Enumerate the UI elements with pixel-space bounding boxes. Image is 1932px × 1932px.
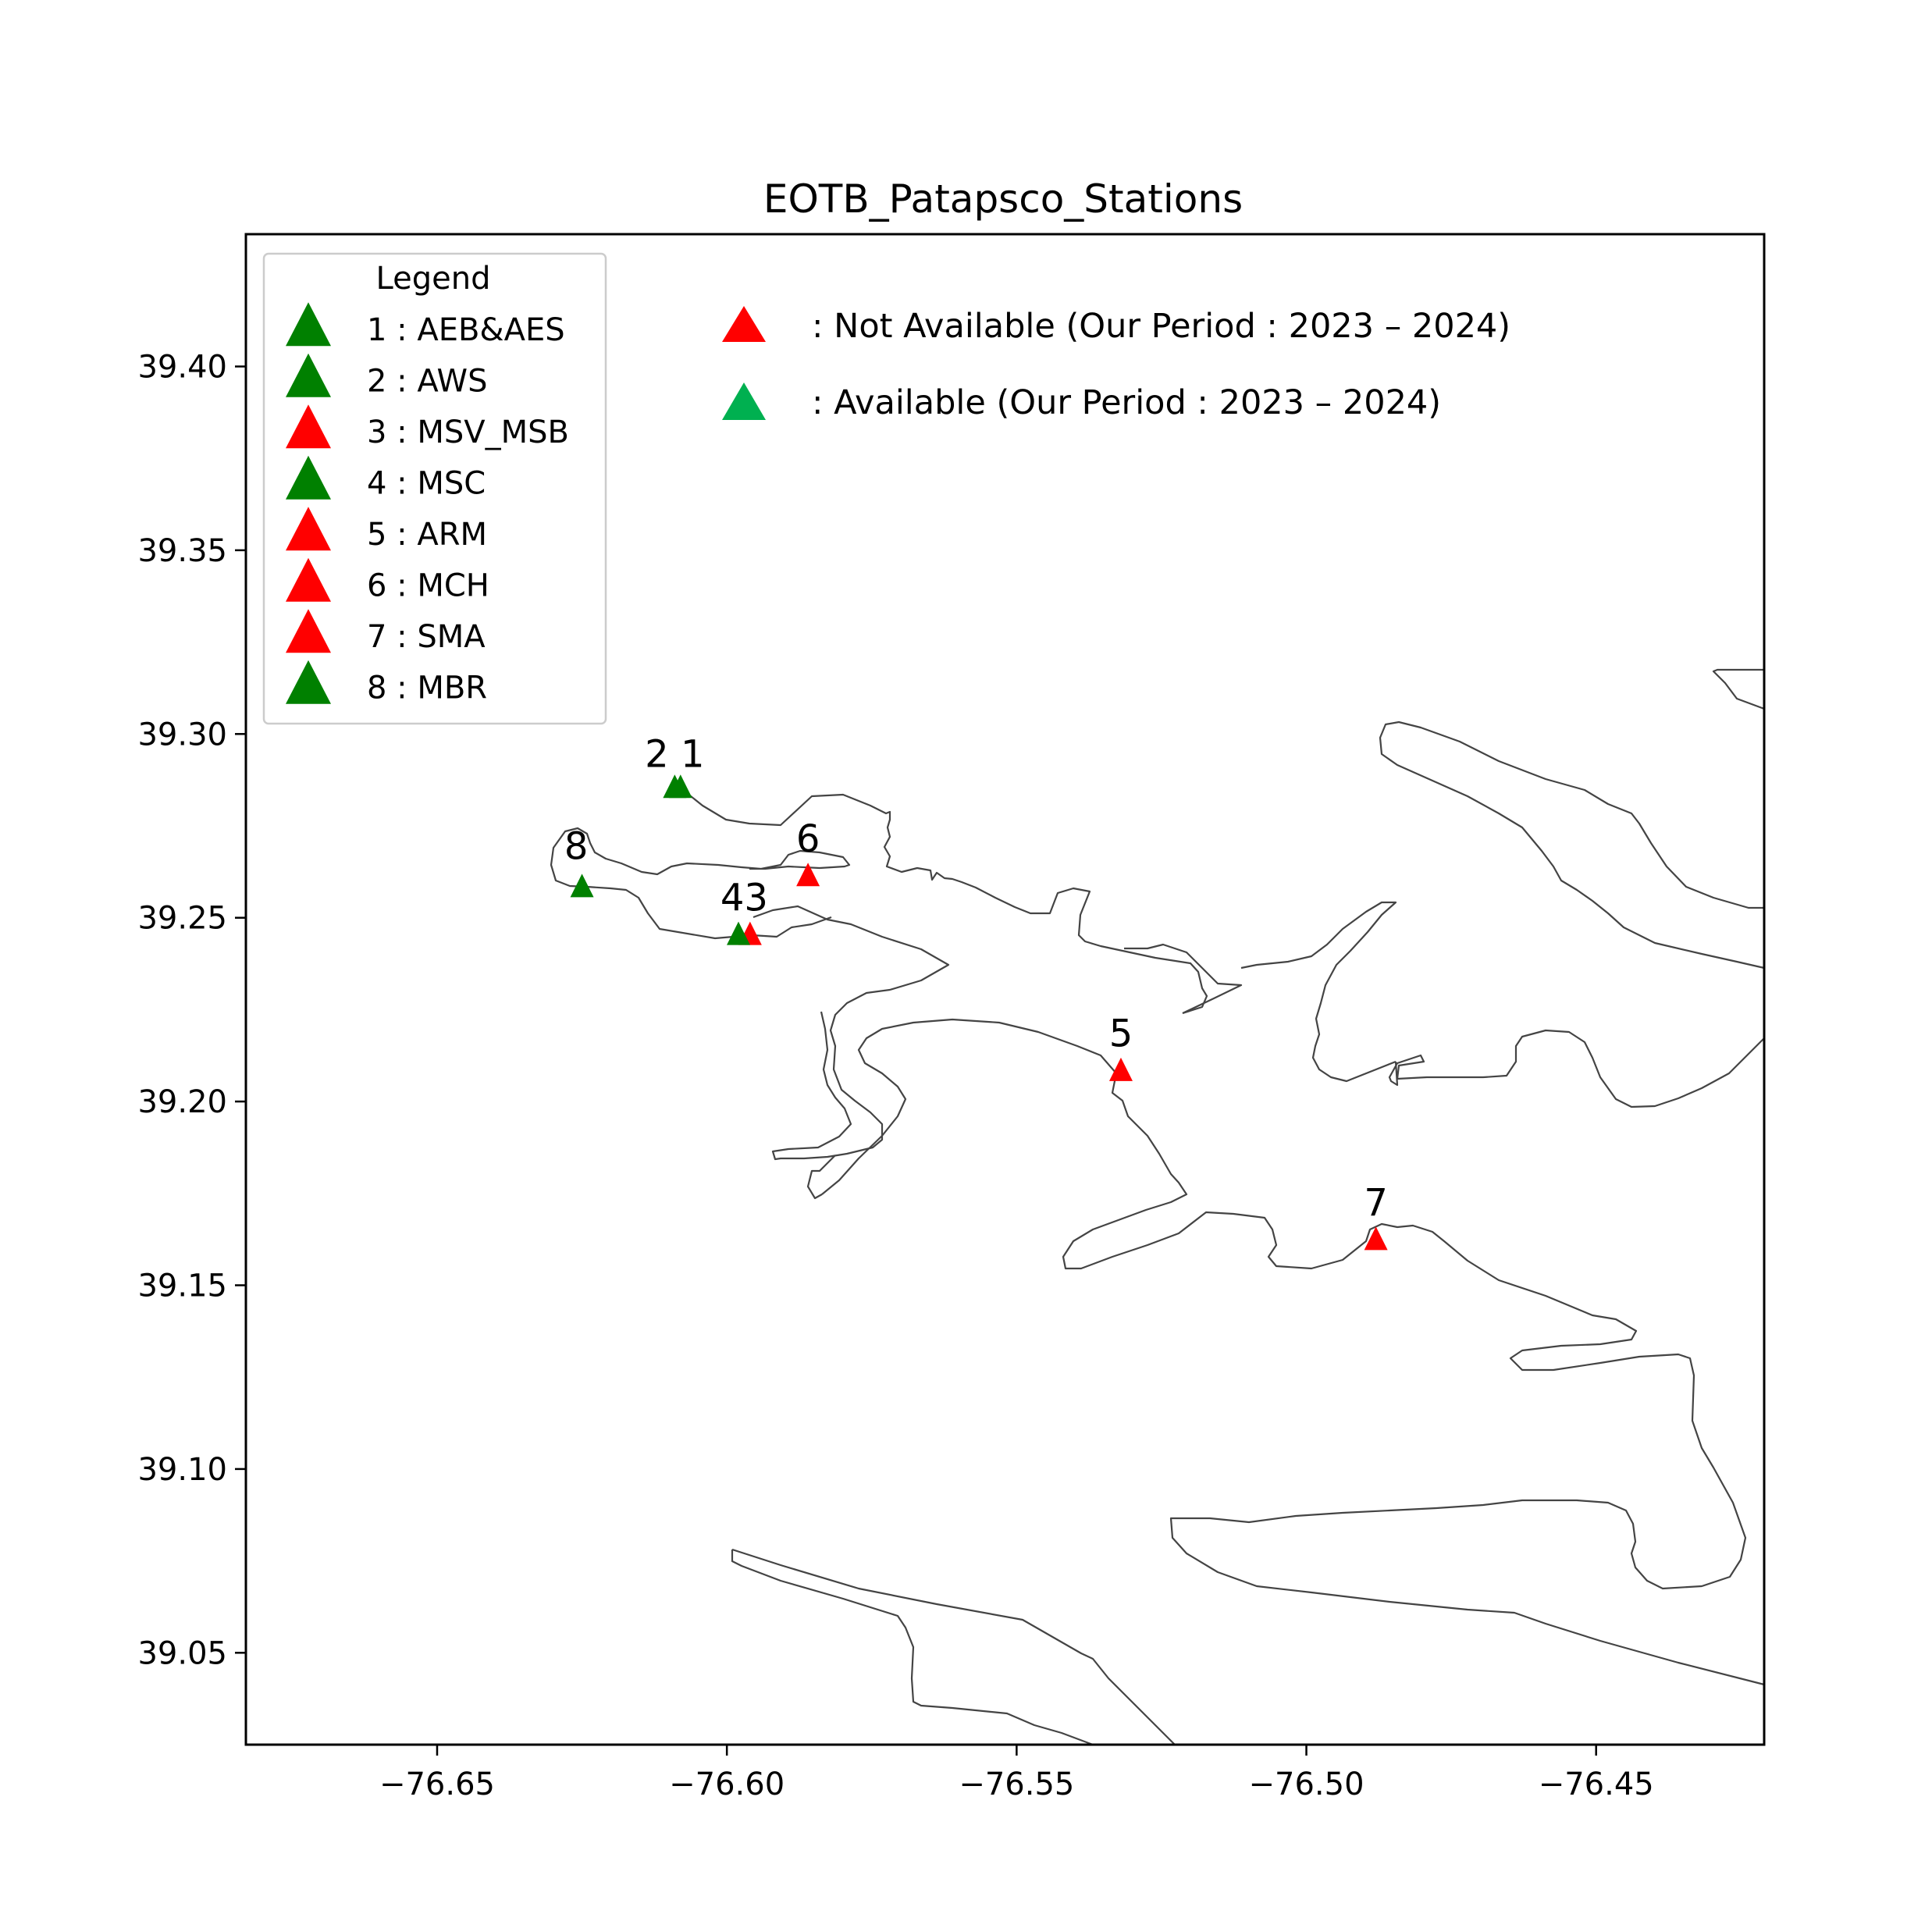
y-tick-label: 39.25 bbox=[137, 901, 227, 937]
station-label: 5 bbox=[1109, 1012, 1133, 1055]
station-label: 8 bbox=[564, 824, 589, 868]
legend-item-label: 7 : SMA bbox=[367, 619, 486, 655]
legend-item-label: 6 : MCH bbox=[367, 568, 489, 604]
legend: Legend 1 : AEB&AES 2 : AWS 3 : MSV_MSB 4 : … bbox=[262, 252, 607, 725]
note-not-available-text: : Not Available (Our Period : 2023 – 202… bbox=[812, 307, 1510, 346]
legend-marker bbox=[286, 557, 331, 602]
y-tick-label: 39.20 bbox=[137, 1084, 227, 1120]
legend-items: 1 : AEB&AES 2 : AWS 3 : MSV_MSB 4 : MSC 5 : … bbox=[286, 302, 569, 706]
y-tick-label: 39.30 bbox=[137, 717, 227, 753]
station-marker-2 bbox=[663, 774, 687, 799]
coastline-east-peninsula bbox=[1388, 1029, 1765, 1108]
station-marker-7 bbox=[1364, 1226, 1388, 1251]
y-tick-label: 39.35 bbox=[137, 533, 227, 569]
legend-item-label: 1 : AEB&AES bbox=[367, 312, 565, 348]
y-tick-label: 39.05 bbox=[137, 1635, 227, 1671]
station-label: 2 1 bbox=[645, 733, 704, 777]
note-not-available-marker bbox=[722, 306, 766, 342]
legend-marker bbox=[286, 609, 331, 653]
chart-title: EOTB_Patapsco_Stations bbox=[763, 176, 1243, 222]
station-labels: 2 1 6 8 43 5 7 bbox=[564, 733, 1388, 1225]
y-tick-label: 39.15 bbox=[137, 1268, 227, 1304]
coastline-north-east-bay bbox=[1379, 720, 1765, 970]
note-available-text: : Available (Our Period : 2023 – 2024) bbox=[812, 383, 1441, 422]
legend-item-label: 3 : MSV_MSB bbox=[367, 415, 569, 450]
legend-marker bbox=[286, 660, 331, 704]
legend-title: Legend bbox=[376, 261, 491, 297]
coastline-fort-mchenry bbox=[753, 905, 950, 1161]
legend-box bbox=[262, 252, 607, 725]
station-marker-5 bbox=[1108, 1057, 1133, 1081]
station-marker-6 bbox=[796, 863, 820, 887]
station-label: 43 bbox=[720, 876, 768, 920]
legend-marker bbox=[286, 507, 331, 551]
station-markers bbox=[570, 774, 1388, 1251]
coastline-north-east-corner bbox=[1712, 668, 1765, 710]
availability-notes: : Not Available (Our Period : 2023 – 202… bbox=[722, 306, 1510, 422]
coastline-curtis-bay bbox=[806, 1155, 836, 1200]
x-tick-label: −76.50 bbox=[1249, 1767, 1364, 1802]
legend-item-label: 8 : MBR bbox=[367, 671, 487, 706]
coastline-inner-harbor-south bbox=[550, 827, 851, 940]
station-label: 7 bbox=[1364, 1181, 1388, 1225]
x-tick-label: −76.45 bbox=[1539, 1767, 1654, 1802]
legend-marker bbox=[286, 455, 331, 500]
note-available-marker bbox=[722, 382, 766, 420]
station-marker-4 bbox=[727, 921, 751, 945]
legend-marker bbox=[286, 404, 331, 449]
plot-frame bbox=[244, 233, 1766, 1746]
x-tick-label: −76.60 bbox=[669, 1767, 785, 1802]
station-marker-8 bbox=[570, 873, 594, 898]
coastline-east-shore-upper bbox=[1124, 943, 1243, 1014]
y-tick-label: 39.10 bbox=[137, 1452, 227, 1488]
legend-marker bbox=[286, 353, 331, 397]
x-tick-label: −76.55 bbox=[959, 1767, 1074, 1802]
legend-item-label: 4 : MSC bbox=[367, 466, 486, 502]
station-label: 6 bbox=[796, 817, 820, 861]
legend-marker bbox=[286, 302, 331, 347]
x-tick-label: −76.65 bbox=[379, 1767, 495, 1802]
legend-item-label: 2 : AWS bbox=[367, 364, 487, 400]
axis-ticks: −76.65 −76.60 −76.55 −76.50 −76.45 39.05 39.10… bbox=[137, 349, 1653, 1802]
coastline-bear-creek-west bbox=[1240, 901, 1397, 1083]
y-tick-label: 39.40 bbox=[137, 349, 227, 385]
coastline-south-west-shore bbox=[731, 1548, 1176, 1745]
legend-item-label: 5 : ARM bbox=[367, 517, 487, 553]
coastline-inner-harbor bbox=[671, 787, 1208, 1015]
coastline-south-west-spit bbox=[731, 1550, 1094, 1746]
